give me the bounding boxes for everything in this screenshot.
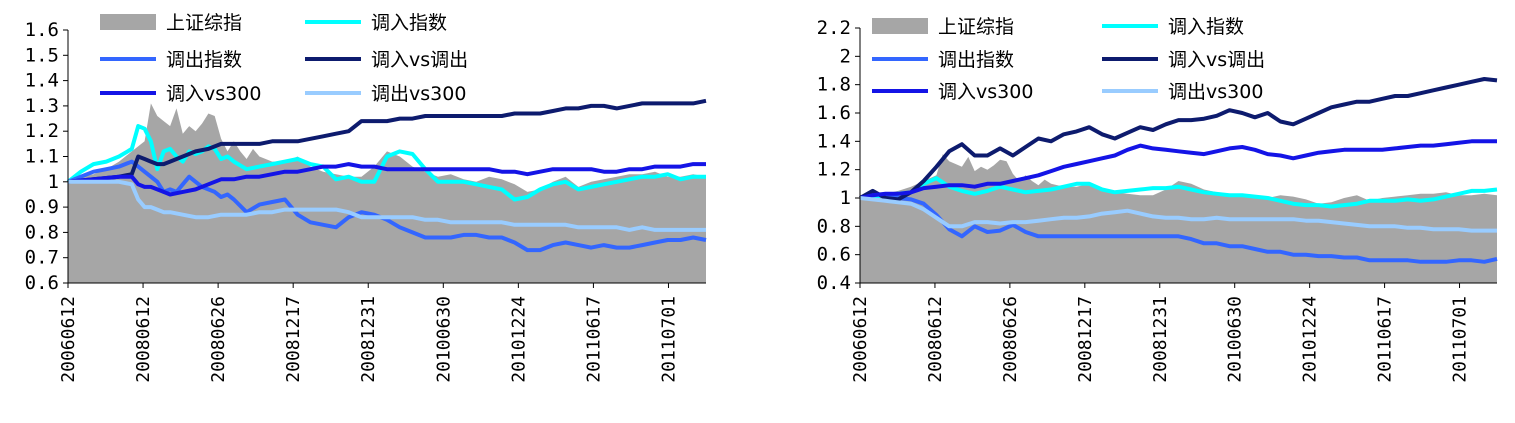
y-tick-label: 1.6: [25, 19, 59, 41]
series-line-3: [67, 98, 707, 184]
x-tick-label: 20101224: [1300, 296, 1321, 383]
x-tick-label: 20081231: [358, 296, 379, 383]
legend-label: 调入vs300: [938, 81, 1033, 103]
x-tick-label: 20060612: [850, 296, 871, 383]
y-tick-label: 1.6: [817, 102, 851, 124]
legend-label: 调出vs300: [371, 83, 466, 105]
y-tick-label: 1.1: [25, 146, 59, 168]
x-tick-label: 20110701: [658, 296, 679, 383]
y-tick-label: 1.4: [817, 130, 851, 152]
series-line-5: [859, 196, 1497, 233]
y-tick-label: 2: [840, 45, 851, 67]
x-tick-label: 20080626: [1000, 296, 1021, 383]
y-tick-label: 0.6: [817, 244, 851, 266]
legend-label: 上证综指: [938, 16, 1014, 38]
x-tick-label: 20060612: [58, 296, 79, 383]
y-tick-label: 2.2: [817, 17, 851, 39]
legend-label: 调入指数: [371, 12, 447, 34]
y-tick-label: 1.5: [25, 44, 59, 66]
y-tick-label: 1.4: [25, 70, 59, 92]
y-tick-label: 1.2: [817, 159, 851, 181]
y-tick-label: 0.6: [25, 272, 59, 294]
y-tick-label: 1.8: [817, 74, 851, 96]
x-tick-label: 20110617: [583, 296, 604, 383]
y-tick-label: 0.8: [817, 215, 851, 237]
y-tick-label: 1.3: [25, 95, 59, 117]
legend-label: 上证综指: [166, 12, 242, 34]
y-tick-label: 0.7: [25, 247, 59, 269]
series-line-1: [859, 176, 1498, 209]
x-tick-label: 20080612: [925, 296, 946, 383]
legend-label: 调出指数: [166, 49, 242, 71]
legend-label: 调入vs300: [166, 83, 261, 105]
x-tick-label: 20100630: [433, 296, 454, 383]
right-chart: 2.2 2 1.8 1.6 1.4 1.2 1 0.8 0.6 0.4 20060612 200806…: [757, 0, 1514, 423]
y-tick-label: 0.8: [25, 221, 59, 243]
legend-swatch: [872, 18, 928, 34]
x-tick-label: 20081217: [1075, 296, 1096, 383]
x-tick-label: 20081217: [283, 296, 304, 383]
series-line-3: [859, 77, 1498, 202]
series-line-4: [859, 139, 1497, 200]
legend-label: 调出指数: [938, 49, 1014, 71]
x-tick-label: 20110617: [1375, 296, 1396, 383]
x-tick-label: 20080612: [133, 296, 154, 383]
series-line-2: [859, 191, 1498, 264]
y-tick-label: 0.4: [817, 272, 851, 294]
legend-label: 调入指数: [1168, 16, 1244, 38]
legend-label: 调入vs调出: [1168, 49, 1265, 71]
area-series-shanghai-composite: [68, 103, 706, 284]
series-line-4: [67, 162, 706, 197]
left-chart: 1.6 1.5 1.4 1.3 1.2 1.1 1 0.9 0.8 0.7 0.6 20060612 2…: [0, 0, 757, 423]
x-tick-label: 20110701: [1450, 296, 1471, 383]
x-tick-label: 20101224: [508, 296, 529, 383]
legend-label: 调入vs调出: [371, 49, 468, 71]
y-tick-label: 1.2: [25, 120, 59, 142]
x-tick-label: 20081231: [1150, 296, 1171, 383]
x-tick-label: 20100630: [1225, 296, 1246, 383]
y-tick-label: 1: [840, 187, 851, 209]
series-line-2: [67, 159, 707, 253]
legend-swatch: [100, 14, 156, 30]
series-line-1: [66, 124, 706, 202]
y-tick-label: 0.9: [25, 196, 59, 218]
series-line-5: [68, 179, 706, 232]
legend-label: 调出vs300: [1168, 81, 1263, 103]
y-tick-label: 1: [48, 171, 59, 193]
x-tick-label: 20080626: [208, 296, 229, 383]
